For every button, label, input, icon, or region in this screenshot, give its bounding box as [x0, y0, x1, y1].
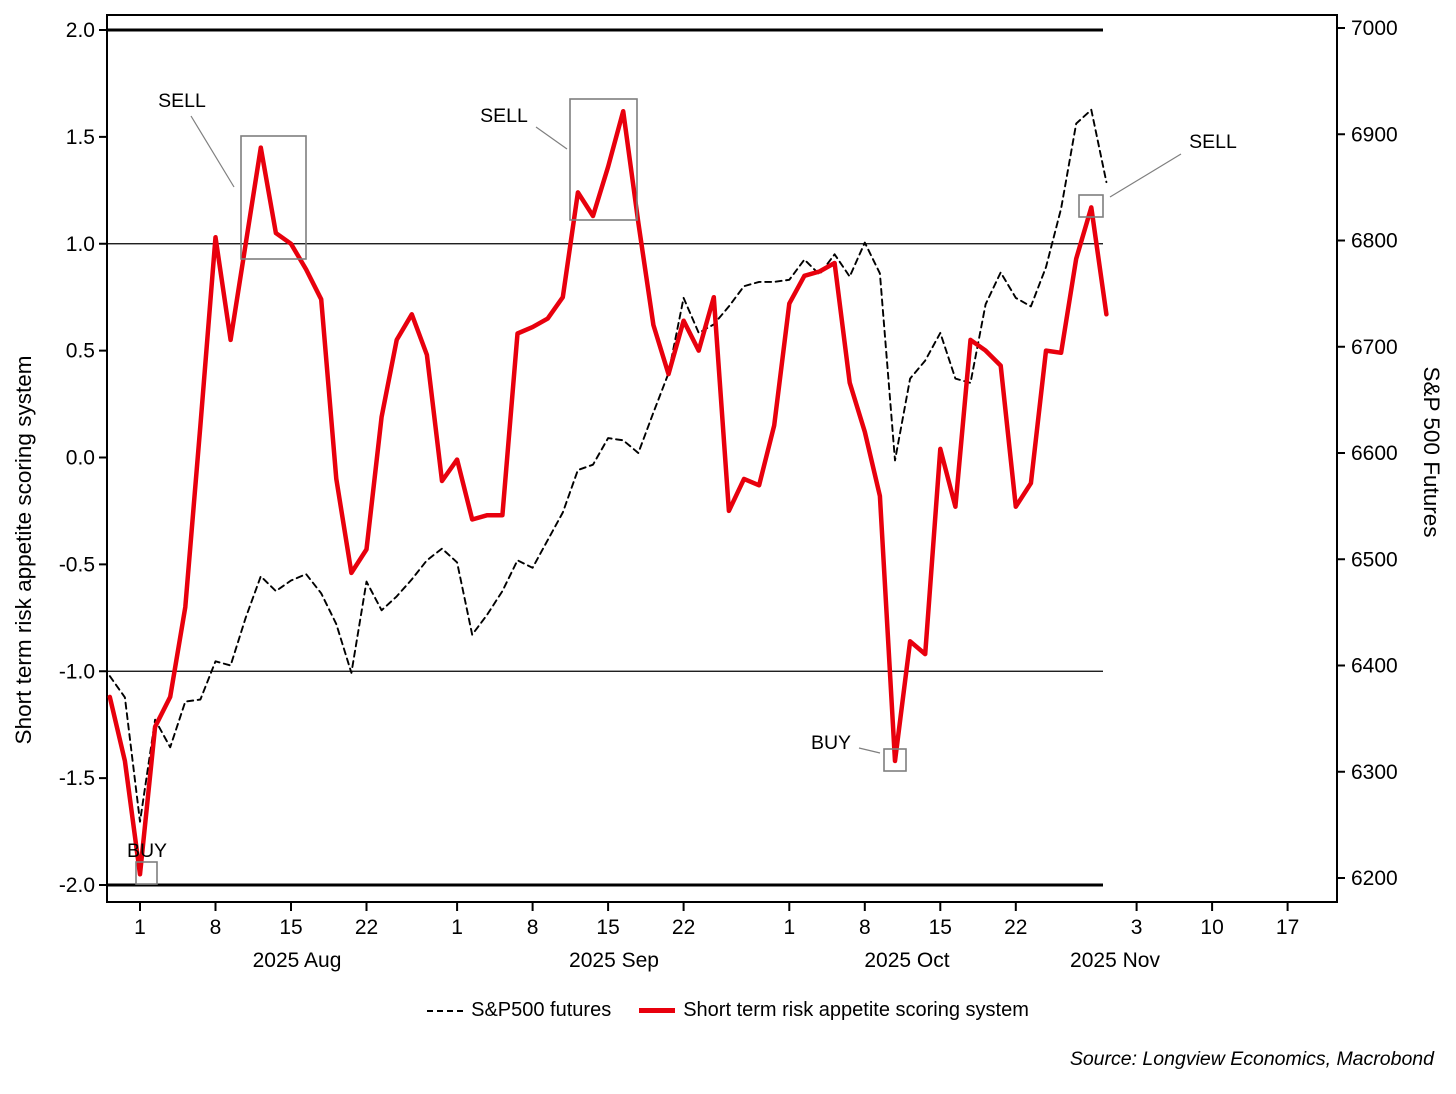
- sell-signal-box: [1078, 194, 1104, 218]
- left-axis-tick-label: 1.5: [66, 126, 95, 149]
- x-axis-month-label: 2025 Nov: [1070, 949, 1160, 972]
- solid-line-marker: [639, 1008, 676, 1013]
- left-axis-tick-label: 0.5: [66, 340, 95, 363]
- x-axis-day-label: 15: [279, 916, 302, 939]
- buy-annotation-label: BUY: [811, 732, 851, 754]
- x-axis-day-label: 15: [596, 916, 619, 939]
- sell-leader-line: [535, 126, 568, 150]
- legend: S&P500 futures Short term risk appetite …: [0, 999, 1456, 1022]
- x-axis-day-label: 1: [451, 916, 463, 939]
- legend-label-sp500: S&P500 futures: [471, 999, 612, 1021]
- left-axis-tick-label: -1.0: [59, 660, 95, 683]
- x-axis-day-label: 15: [929, 916, 952, 939]
- x-axis-day-label: 8: [527, 916, 539, 939]
- x-axis-day-label: 22: [672, 916, 695, 939]
- x-axis-day-label: 3: [1131, 916, 1143, 939]
- right-axis-tick-label: 6900: [1351, 123, 1398, 146]
- plot-frame: [106, 14, 1338, 903]
- buy-annotation-label: BUY: [127, 840, 167, 862]
- right-axis-title: S&P 500 Futures: [1419, 367, 1444, 538]
- right-axis-tick-label: 6800: [1351, 230, 1398, 253]
- right-axis-tick-label: 6600: [1351, 442, 1398, 465]
- left-axis-tick-label: -1.5: [59, 767, 95, 790]
- left-axis-tick-label: 2.0: [66, 19, 95, 42]
- x-axis-day-label: 1: [783, 916, 795, 939]
- sell-signal-box: [569, 98, 638, 221]
- x-axis-day-label: 1: [134, 916, 146, 939]
- sell-annotation-label: SELL: [158, 90, 206, 112]
- left-axis-tick-label: 1.0: [66, 233, 95, 256]
- legend-item-sp500: S&P500 futures: [427, 999, 611, 1022]
- legend-label-risk-appetite: Short term risk appetite scoring system: [683, 999, 1029, 1021]
- right-axis-tick-label: 6700: [1351, 336, 1398, 359]
- right-axis-tick-label: 6400: [1351, 655, 1398, 678]
- sell-leader-line: [190, 115, 235, 188]
- left-axis-title: Short term risk appetite scoring system: [11, 356, 36, 745]
- x-axis-month-label: 2025 Aug: [253, 949, 342, 972]
- left-axis-tick-label: 0.0: [66, 447, 95, 470]
- right-axis-tick-label: 6300: [1351, 761, 1398, 784]
- buy-signal-box: [883, 748, 907, 772]
- right-axis-tick-label: 6200: [1351, 867, 1398, 890]
- right-axis-tick-label: 6500: [1351, 548, 1398, 571]
- x-axis-month-label: 2025 Oct: [864, 949, 949, 972]
- x-axis-day-label: 8: [859, 916, 871, 939]
- x-axis-day-label: 22: [355, 916, 378, 939]
- sell-leader-line: [1109, 153, 1182, 198]
- x-axis-month-label: 2025 Sep: [569, 949, 659, 972]
- sell-signal-box: [240, 135, 307, 260]
- buy-signal-box: [135, 861, 158, 885]
- sell-annotation-label: SELL: [480, 105, 528, 127]
- sp500-futures-line: [108, 108, 1108, 823]
- x-axis-day-label: 22: [1004, 916, 1027, 939]
- x-axis-day-label: 17: [1276, 916, 1299, 939]
- sell-annotation-label: SELL: [1189, 131, 1237, 153]
- x-axis-day-label: 10: [1200, 916, 1223, 939]
- x-axis-day-label: 8: [210, 916, 222, 939]
- left-axis-tick-label: -2.0: [59, 874, 95, 897]
- left-axis-tick-label: -0.5: [59, 553, 95, 576]
- right-axis-tick-label: 7000: [1351, 17, 1398, 40]
- buy-leader-line: [858, 747, 881, 754]
- legend-item-risk-appetite: Short term risk appetite scoring system: [639, 999, 1029, 1022]
- dashed-line-marker: [427, 1009, 464, 1012]
- risk-appetite-line: [107, 108, 1109, 877]
- source-text: Source: Longview Economics, Macrobond: [1069, 1048, 1434, 1070]
